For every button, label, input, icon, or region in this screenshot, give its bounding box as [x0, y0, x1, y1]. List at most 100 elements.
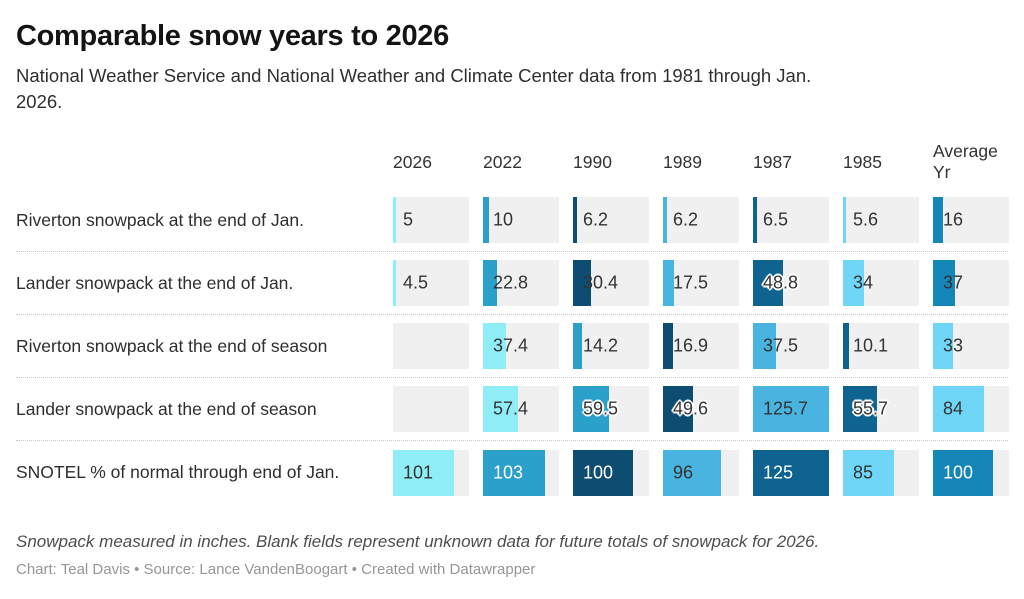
value-bar: [933, 386, 984, 432]
value-bar: [753, 449, 829, 496]
table-cell: 6.2: [663, 197, 739, 243]
cell-value: 100: [943, 462, 974, 482]
cell-value: 59.5: [583, 398, 619, 419]
cell-value: 37: [943, 272, 964, 293]
cell-value: 10: [493, 209, 514, 230]
table-cell: 10: [483, 197, 559, 243]
cell-value: 22.8: [493, 272, 529, 293]
cell-value: 125: [763, 462, 794, 482]
value-bar: [483, 260, 497, 306]
value-bar: [753, 323, 776, 369]
table-row: Riverton snowpack at the end of season 37…: [16, 315, 1009, 378]
value-bar: [573, 323, 582, 369]
cell-value: 100: [583, 462, 614, 482]
table-cell-blank: [393, 323, 469, 369]
chart-title: Comparable snow years to 2026: [16, 20, 449, 52]
table-cell: 16.9: [663, 323, 739, 369]
column-header: 1990: [573, 151, 612, 172]
table-cell: 100: [573, 449, 649, 496]
cell-value: 10.1: [853, 335, 889, 356]
value-bar: [573, 260, 592, 306]
cell-value: 49.6: [673, 398, 709, 419]
table-cell: 4.5: [393, 260, 469, 306]
table-cell: 125: [753, 449, 829, 496]
value-bar: [843, 323, 850, 369]
cell-value: 96: [673, 462, 694, 482]
table-cell: 37.4: [483, 323, 559, 369]
table-cell: 49.6: [663, 386, 739, 432]
value-bar: [483, 323, 506, 369]
value-bar: [663, 323, 674, 369]
table-cell: 22.8: [483, 260, 559, 306]
table-cell: 16: [933, 197, 1009, 243]
table-cell-blank: [393, 386, 469, 432]
column-header: Average Yr: [933, 141, 998, 182]
value-bar: [393, 260, 396, 306]
table-cell: 10.1: [843, 323, 919, 369]
cell-value: 125.7: [763, 398, 809, 419]
value-bar: [573, 386, 609, 432]
row-label: Lander snowpack at the end of Jan.: [16, 272, 294, 293]
value-bar: [843, 449, 895, 496]
table-cell: 103: [483, 449, 559, 496]
table-cell: 48.8: [753, 260, 829, 306]
value-bar: [933, 260, 956, 306]
table-cell: 6.2: [573, 197, 649, 243]
value-bar: [843, 260, 864, 306]
credits-line: Chart: Teal Davis • Source: Lance Vanden…: [16, 561, 536, 578]
table-cell: 57.4: [483, 386, 559, 432]
cell-value: 6.2: [673, 209, 699, 230]
cell-value: 33: [943, 335, 964, 356]
row-label: Riverton snowpack at the end of Jan.: [16, 209, 304, 230]
table-cell: 59.5: [573, 386, 649, 432]
header-row: 2026 2022 1990 1989 1987 1985 Average Yr: [16, 135, 1008, 189]
table-cell: 33: [933, 323, 1009, 369]
column-header: 1989: [663, 151, 702, 172]
row-label: Lander snowpack at the end of season: [16, 398, 317, 419]
value-bar: [753, 386, 829, 432]
cell-value: 6.5: [763, 209, 789, 230]
cell-value: 16: [943, 209, 964, 230]
table-cell: 34: [843, 260, 919, 306]
snow-table: 2026 2022 1990 1989 1987 1985 Average Yr Rivert…: [16, 135, 1009, 504]
value-bar: [663, 449, 722, 496]
cell-value: 34: [853, 272, 874, 293]
cell-value: 30.4: [583, 272, 619, 293]
table-cell: 14.2: [573, 323, 649, 369]
table-cell: 6.5: [753, 197, 829, 243]
cell-value: 16.9: [673, 335, 709, 356]
value-bar: [843, 197, 847, 243]
value-bar: [933, 323, 953, 369]
cell-value: 5: [403, 209, 414, 230]
value-bar: [573, 449, 634, 496]
footnote: Snowpack measured in inches. Blank field…: [16, 532, 820, 551]
table-cell: 5.6: [843, 197, 919, 243]
cell-value: 57.4: [493, 398, 529, 419]
table-cell: 37: [933, 260, 1009, 306]
table-row: Lander snowpack at the end of Jan. 4.5 22.…: [16, 252, 1009, 315]
table-cell: 96: [663, 449, 739, 496]
cell-value: 37.4: [493, 335, 529, 356]
value-bar: [663, 260, 674, 306]
cell-value: 103: [493, 462, 524, 482]
table-row: Lander snowpack at the end of season 57.4…: [16, 378, 1009, 441]
value-bar: [483, 197, 490, 243]
value-bar: [753, 260, 783, 306]
cell-value: 17.5: [673, 272, 709, 293]
value-bar: [573, 197, 577, 243]
table-cell: 100: [933, 449, 1009, 496]
chart-subtitle: National Weather Service and National We…: [16, 65, 812, 112]
table-cell: 17.5: [663, 260, 739, 306]
value-bar: [663, 386, 693, 432]
column-header: 2026: [393, 151, 432, 172]
cell-value: 14.2: [583, 335, 619, 356]
value-bar: [933, 197, 943, 243]
cell-value: 37.5: [763, 335, 799, 356]
cell-value: 48.8: [763, 272, 799, 293]
value-bar: [483, 449, 546, 496]
row-label: SNOTEL % of normal through end of Jan.: [16, 462, 340, 482]
chart-container: Comparable snow years to 2026 National W…: [16, 20, 1009, 578]
cell-value: 6.2: [583, 209, 609, 230]
value-bar: [483, 386, 518, 432]
cell-value: 84: [943, 398, 964, 419]
